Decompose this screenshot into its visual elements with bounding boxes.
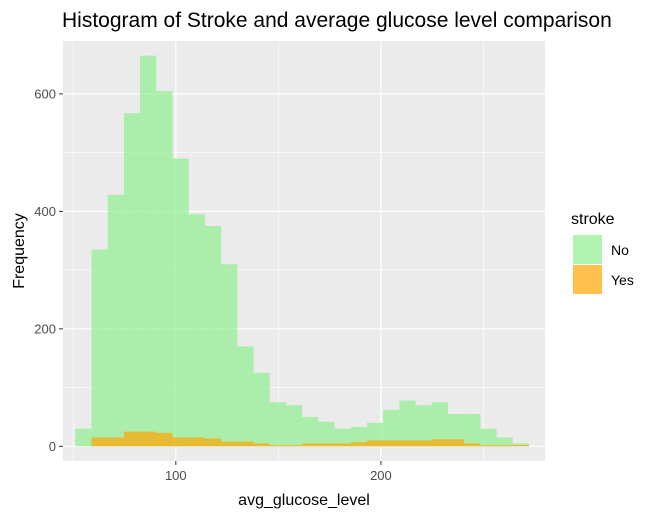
y-tick-label: 0: [49, 439, 56, 454]
series-yes-bars: [91, 431, 530, 447]
histogram-bar-yes: [431, 439, 448, 447]
histogram-bar-yes: [302, 443, 319, 447]
histogram-bar-no: [221, 264, 238, 447]
histogram-bar-yes: [140, 431, 157, 447]
histogram-bar-yes: [383, 440, 400, 447]
histogram-bar-yes: [91, 437, 108, 447]
histogram-bar-yes: [156, 432, 173, 447]
histogram-bar-yes: [188, 437, 205, 447]
legend-label-no: No: [611, 242, 629, 258]
legend-title: stroke: [571, 211, 615, 228]
histogram-bar-no: [334, 428, 351, 447]
x-tick-label: 100: [165, 468, 187, 483]
histogram-bar-yes: [221, 441, 238, 447]
histogram-bar-yes: [285, 445, 303, 447]
histogram-bar-no: [447, 414, 465, 447]
y-axis-title: Frequency: [11, 213, 28, 289]
x-axis: 100 200: [165, 461, 392, 483]
y-tick-label: 200: [34, 321, 56, 336]
x-tick-label: 200: [370, 468, 392, 483]
x-axis-title: avg_glucose_level: [238, 492, 370, 509]
histogram-bar-no: [269, 402, 286, 447]
histogram-bar-yes: [496, 445, 513, 447]
histogram-bar-no: [350, 426, 367, 447]
y-tick-label: 600: [34, 86, 56, 101]
histogram-bar-yes: [366, 440, 384, 447]
histogram-bar-yes: [415, 440, 432, 447]
histogram-bar-no: [204, 226, 222, 447]
histogram-bar-no: [512, 443, 530, 447]
histogram-bar-no: [464, 414, 481, 447]
series-no-bars: [75, 55, 530, 447]
histogram-bar-yes: [480, 445, 497, 447]
legend-swatch-no: [573, 235, 602, 264]
histogram-bar-no: [285, 405, 303, 447]
histogram-bar-yes: [172, 437, 189, 447]
histogram-bar-no: [253, 372, 270, 447]
histogram-bar-no: [383, 409, 400, 447]
histogram-bar-no: [140, 55, 157, 447]
histogram-bar-yes: [123, 431, 141, 447]
histogram-bar-no: [107, 194, 124, 447]
histogram-bar-yes: [107, 437, 124, 447]
histogram-bar-no: [123, 113, 141, 447]
histogram-bar-yes: [350, 442, 367, 447]
legend-swatch-yes: [573, 265, 602, 294]
legend-label-yes: Yes: [611, 272, 634, 288]
histogram-bar-no: [431, 402, 448, 447]
histogram-bar-no: [172, 158, 189, 447]
histogram-bar-yes: [399, 440, 416, 447]
histogram-bar-no: [91, 249, 108, 447]
histogram-bar-no: [188, 214, 205, 447]
histogram-bar-no: [399, 400, 416, 447]
histogram-bar-yes: [204, 438, 222, 447]
histogram-bar-yes: [253, 443, 270, 447]
histogram-bar-yes: [464, 443, 481, 447]
histogram-bar-no: [237, 346, 254, 447]
y-tick-label: 400: [34, 204, 56, 219]
histogram-bar-no: [415, 405, 432, 447]
histogram-bar-no: [156, 90, 173, 447]
y-axis: 0 200 400 600: [34, 86, 63, 454]
histogram-bar-no: [496, 437, 513, 447]
legend: stroke No Yes: [571, 211, 634, 294]
histogram-bar-yes: [269, 445, 286, 447]
histogram-bar-no: [75, 428, 92, 447]
histogram-bar-no: [480, 428, 497, 447]
histogram-bar-yes: [237, 441, 254, 447]
histogram-bar-yes: [512, 445, 530, 447]
histogram-bar-no: [302, 416, 319, 447]
histogram-bar-yes: [318, 443, 335, 447]
chart-title: Histogram of Stroke and average glucose …: [62, 9, 612, 32]
histogram-bar-no: [318, 421, 335, 447]
histogram-bar-yes: [334, 443, 351, 447]
histogram-bar-yes: [447, 439, 465, 447]
